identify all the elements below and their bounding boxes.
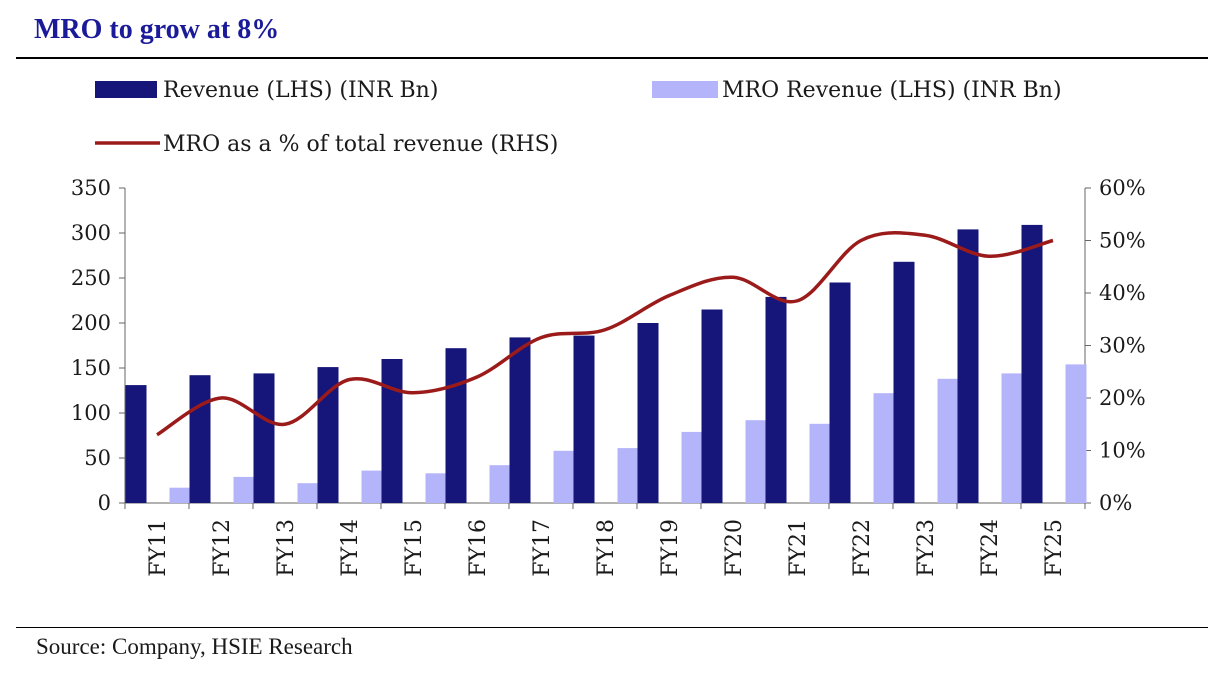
revenue-bar <box>317 367 339 503</box>
bottom-divider <box>16 627 1208 628</box>
revenue-bar <box>765 296 787 503</box>
revenue-bar <box>573 335 595 503</box>
axes: 0 50 100 150 200 250 300 350 0% 10% 20% 30% 40% 50% 60… <box>71 176 1146 577</box>
legend-swatch-mro-revenue <box>652 81 718 98</box>
legend-label-mro-revenue: MRO Revenue (LHS) (INR Bn) <box>722 78 1062 103</box>
left-tick-label: 100 <box>71 401 111 425</box>
mro-revenue-bar <box>681 431 703 503</box>
x-tick-label: FY11 <box>146 519 171 577</box>
mro-revenue-bar <box>617 448 639 503</box>
left-tick-label: 250 <box>71 266 111 290</box>
x-tick-label: FY16 <box>466 519 491 577</box>
revenue-bar <box>829 282 851 503</box>
mro-revenue-bar <box>169 487 191 503</box>
left-tick-label: 300 <box>71 221 111 245</box>
legend-label-mro-pct: MRO as a % of total revenue (RHS) <box>163 132 558 157</box>
mro-revenue-bar <box>937 378 959 503</box>
revenue-bar <box>637 323 659 503</box>
revenue-bar <box>125 385 147 503</box>
x-tick-label: FY13 <box>274 519 299 577</box>
revenue-bar <box>701 309 723 503</box>
x-tick-label: FY19 <box>658 519 683 577</box>
right-tick-label: 30% <box>1099 334 1146 358</box>
x-tick-label: FY18 <box>594 519 619 577</box>
x-tick-label: FY23 <box>914 519 939 577</box>
x-tick-label: FY20 <box>722 519 747 577</box>
revenue-bar <box>509 337 531 503</box>
mro-revenue-bar <box>553 450 575 503</box>
x-tick-label: FY12 <box>210 519 235 577</box>
mro-revenue-bar <box>1001 373 1023 503</box>
right-tick-label: 40% <box>1099 281 1146 305</box>
revenue-bar <box>445 348 467 503</box>
right-tick-label: 60% <box>1099 176 1146 200</box>
revenue-bar <box>253 373 275 503</box>
bars <box>125 224 1087 503</box>
left-tick-label: 350 <box>71 176 111 200</box>
x-tick-label: FY24 <box>978 519 1003 577</box>
source-note: Source: Company, HSIE Research <box>36 634 353 659</box>
right-tick-label: 20% <box>1099 386 1146 410</box>
mro-pct-line <box>156 231 1054 437</box>
mro-revenue-bar <box>809 423 831 503</box>
left-tick-label: 150 <box>71 356 111 380</box>
right-tick-label: 10% <box>1099 439 1146 463</box>
left-tick-label: 50 <box>84 446 111 470</box>
legend-swatch-revenue <box>95 81 157 98</box>
mro-revenue-bar <box>361 470 383 503</box>
x-tick-label: FY14 <box>338 519 363 577</box>
revenue-bar <box>893 261 915 503</box>
left-tick-label: 200 <box>71 311 111 335</box>
top-divider <box>16 57 1208 59</box>
right-tick-label: 50% <box>1099 229 1146 253</box>
left-tick-label: 0 <box>98 491 111 515</box>
mro-revenue-bar <box>489 465 511 503</box>
mro-revenue-bar <box>873 393 895 503</box>
x-tick-label: FY17 <box>530 519 555 577</box>
chart-title: MRO to grow at 8% <box>34 14 280 45</box>
x-tick-label: FY15 <box>402 519 427 577</box>
chart: Revenue (LHS) (INR Bn) MRO Revenue (LHS) … <box>71 78 1146 577</box>
revenue-bar <box>957 229 979 503</box>
x-tick-label: FY21 <box>786 519 811 577</box>
right-tick-label: 0% <box>1099 491 1132 515</box>
mro-revenue-bar <box>745 420 767 503</box>
mro-revenue-bar <box>297 483 319 503</box>
x-tick-label: FY22 <box>850 519 875 577</box>
revenue-bar <box>189 375 211 503</box>
mro-revenue-bar <box>233 476 255 503</box>
line-series <box>156 231 1054 437</box>
x-tick-label: FY25 <box>1042 519 1067 577</box>
mro-revenue-bar <box>425 473 447 503</box>
revenue-bar <box>1021 224 1043 503</box>
legend: Revenue (LHS) (INR Bn) MRO Revenue (LHS) … <box>95 78 1062 157</box>
revenue-bar <box>381 359 403 503</box>
mro-revenue-bar <box>1065 364 1087 503</box>
legend-label-revenue: Revenue (LHS) (INR Bn) <box>163 78 438 103</box>
